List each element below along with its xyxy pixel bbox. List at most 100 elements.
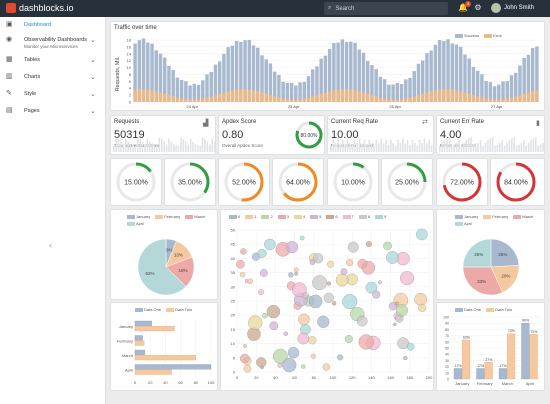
scatter-bubble xyxy=(399,271,415,286)
legend-entry: 6 xyxy=(326,214,338,219)
scatter-bubble xyxy=(312,275,328,290)
stat-value: 10.00 xyxy=(331,129,359,141)
vbar-ytick: 0 xyxy=(447,378,449,382)
traffic-error-bar xyxy=(509,97,514,102)
sparkline-bar xyxy=(484,142,487,152)
user-menu[interactable]: John Smith xyxy=(491,3,534,13)
traffic-success-bar xyxy=(467,58,471,102)
traffic-success-bar xyxy=(488,82,493,102)
legend-label: 8 xyxy=(367,214,371,219)
traffic-error-bar xyxy=(234,89,239,102)
traffic-error-bar xyxy=(272,96,277,102)
legend-label: Data One xyxy=(464,307,482,312)
traffic-success-bar xyxy=(285,83,290,102)
settings-gear-icon[interactable]: ⚙ xyxy=(474,3,482,12)
pie-legend: January February March April xyxy=(455,214,539,226)
traffic-error-bar xyxy=(475,96,480,102)
legend-label: February xyxy=(164,214,181,219)
traffic-error-bar xyxy=(336,89,340,102)
chevron-down-icon: ⌄ xyxy=(90,108,96,115)
traffic-success-bar xyxy=(340,39,345,102)
vbar-bar xyxy=(462,339,471,380)
scatter-bubble xyxy=(335,273,349,287)
sparkline-bar xyxy=(475,144,477,152)
traffic-success-bar xyxy=(272,71,277,102)
legend-entry: 9 xyxy=(375,214,386,219)
traffic-error-bar xyxy=(374,96,378,102)
sparkline-bar xyxy=(204,139,206,152)
scatter-bubble xyxy=(301,364,306,369)
traffic-xtick: 27 Apr xyxy=(491,104,503,109)
traffic-success-bar xyxy=(459,46,463,102)
collapse-sidebar-button[interactable]: ‹ xyxy=(49,240,52,250)
sidebar-item-observability[interactable]: ◉ Observability Dashboards Monitor your M… xyxy=(0,36,106,54)
hbar-bar xyxy=(134,326,175,332)
traffic-success-bar xyxy=(247,39,252,102)
pie-slice xyxy=(462,238,492,268)
sidebar-item-dashboard[interactable]: ▣ Dashboard xyxy=(0,21,106,33)
sparkline-bar xyxy=(378,143,380,152)
traffic-success-bar xyxy=(192,83,197,102)
sparkline-bar xyxy=(470,137,472,152)
sparkline-bar xyxy=(467,138,470,152)
sparkline-bar xyxy=(404,143,406,152)
sparkline-bar xyxy=(539,144,542,152)
hbar-bar xyxy=(134,364,212,370)
sparkline-bar xyxy=(487,140,489,152)
legend-swatch xyxy=(166,307,175,312)
traffic-success-bar xyxy=(201,80,205,102)
notification-badge: 3 xyxy=(465,1,471,7)
sparkline-bar xyxy=(334,143,337,152)
sparkline-bar xyxy=(441,142,443,152)
vbar-category-label: April xyxy=(526,381,534,386)
traffic-error-bar xyxy=(184,99,188,102)
traffic-success-bar xyxy=(268,63,273,102)
ring-progress xyxy=(224,162,264,202)
sparkline-bar xyxy=(129,143,132,152)
traffic-success-bar xyxy=(277,75,281,102)
traffic-error-bar xyxy=(399,99,404,102)
vbar-data-label: 90% xyxy=(522,319,529,323)
traffic-error-bar xyxy=(332,90,336,102)
brand-logo[interactable]: dashblocks.io xyxy=(6,3,74,13)
ring-label: 64.00% xyxy=(286,180,310,187)
ring-label: 84.00% xyxy=(504,180,528,187)
sparkline-bar xyxy=(344,144,346,152)
traffic-error-bar xyxy=(340,89,345,102)
sparkline-bar xyxy=(513,137,515,152)
sparkline-bar xyxy=(501,140,503,152)
traffic-success-bar xyxy=(260,55,264,102)
traffic-success-bar xyxy=(264,59,268,102)
hbar-bar xyxy=(134,340,145,346)
scatter-ytick: 15 xyxy=(231,327,236,332)
traffic-error-bar xyxy=(535,90,539,102)
traffic-error-bar xyxy=(408,97,412,102)
sidebar-item-tables[interactable]: ▦ Tables ⌄ xyxy=(0,56,106,68)
vbar-bar xyxy=(498,368,507,380)
legend-swatch xyxy=(310,214,319,219)
traffic-error-bar xyxy=(425,92,429,102)
pie-card-left: January February March April 6% 13% 18% 62% xyxy=(110,209,218,300)
sparkline-bar xyxy=(173,143,175,152)
legend-label: March xyxy=(522,214,534,219)
sidebar-item-charts[interactable]: ▥ Charts ⌄ xyxy=(0,73,106,85)
legend-label: Data One xyxy=(144,307,162,312)
scatter-xtick: 160 xyxy=(387,375,394,380)
traffic-success-bar xyxy=(501,81,505,102)
traffic-success-bar xyxy=(463,54,467,102)
sparkline-bar xyxy=(165,144,168,152)
legend-swatch xyxy=(245,214,254,219)
notifications-bell-icon[interactable]: 🔔 xyxy=(458,3,468,12)
traffic-error-bar xyxy=(306,97,311,102)
traffic-ytick: 8 xyxy=(129,72,132,77)
vbar-ytick: 100 xyxy=(443,316,449,320)
search-input[interactable]: ⌕ Search xyxy=(324,2,448,15)
sparkline-bar xyxy=(390,139,392,152)
sparkline-bar xyxy=(535,137,537,152)
pie-chart-right: 25% 20% 33% 26% xyxy=(462,238,520,296)
sparkline-bar xyxy=(537,145,539,152)
sidebar-item-style[interactable]: ✎ Style ⌄ xyxy=(0,90,106,102)
scatter-ytick: 25 xyxy=(231,299,236,304)
sidebar-item-pages[interactable]: ▤ Pages ⌄ xyxy=(0,107,106,119)
